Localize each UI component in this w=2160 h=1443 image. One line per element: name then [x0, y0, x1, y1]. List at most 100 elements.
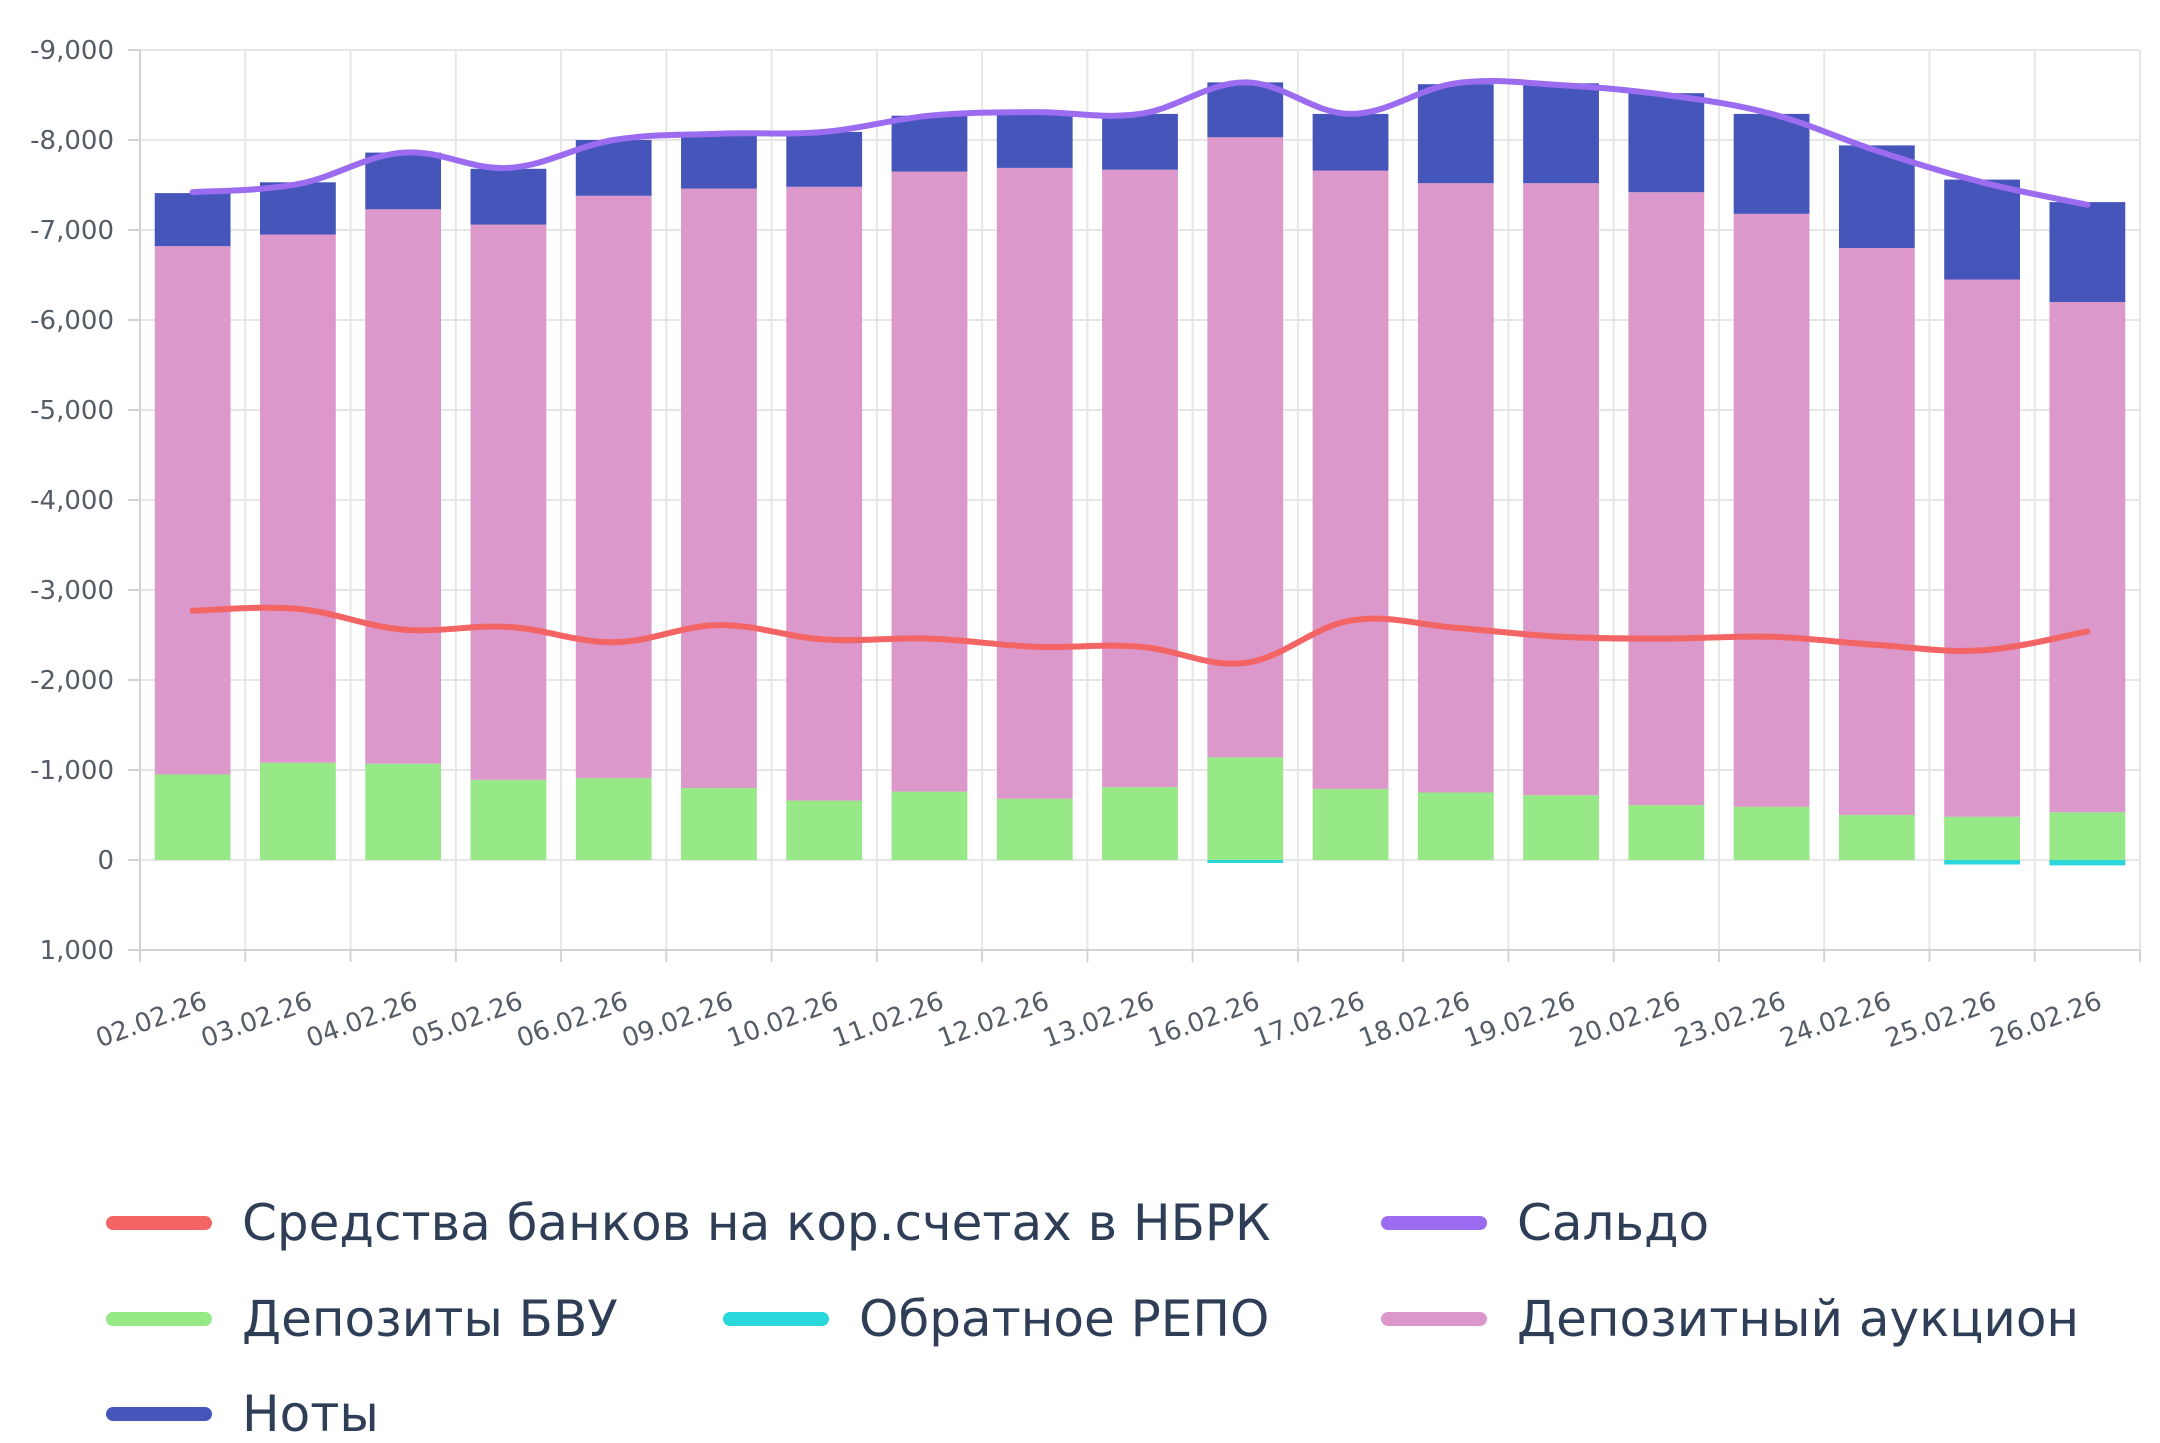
bar-notes[interactable]	[2049, 202, 2126, 302]
bar-auction[interactable]	[1102, 169, 1178, 788]
bar-deposits[interactable]	[1523, 795, 1599, 860]
legend-item-auction[interactable]: Депозитный аукцион	[1381, 1290, 2079, 1348]
x-tick-label: 24.02.26	[1776, 986, 1895, 1054]
legend-item-repo[interactable]: Обратное РЕПО	[723, 1290, 1269, 1348]
x-tick-label: 05.02.26	[408, 986, 527, 1054]
x-tick-label: 02.02.26	[92, 986, 211, 1054]
x-axis-ticks: 02.02.2603.02.2604.02.2605.02.2606.02.26…	[92, 950, 2141, 1054]
bar-auction[interactable]	[260, 234, 336, 763]
legend-swatch-reserves	[106, 1216, 212, 1230]
bar-notes[interactable]	[365, 152, 442, 210]
bar-auction[interactable]	[1523, 183, 1599, 796]
bar-deposits[interactable]	[1102, 787, 1178, 860]
bar-notes[interactable]	[1944, 179, 2020, 280]
bar-auction[interactable]	[996, 167, 1073, 799]
bar-notes[interactable]	[891, 115, 968, 172]
x-tick-label: 09.02.26	[618, 986, 737, 1054]
bar-deposits[interactable]	[1838, 815, 1915, 860]
bar-notes[interactable]	[1102, 113, 1178, 170]
bar-notes[interactable]	[260, 182, 336, 235]
bar-auction[interactable]	[575, 195, 652, 779]
bar-auction[interactable]	[786, 186, 863, 801]
bar-auction[interactable]	[470, 224, 547, 780]
bar-auction[interactable]	[154, 246, 231, 775]
legend-item-saldo[interactable]: Сальдо	[1381, 1194, 1709, 1252]
y-axis-ticks: -9,000 -8,000 -7,000 -6,000 -5,000 -4,000 -3,0…	[30, 36, 140, 966]
bar-deposits[interactable]	[154, 774, 231, 861]
bar-auction[interactable]	[1417, 183, 1494, 793]
x-tick-label: 04.02.26	[302, 986, 421, 1054]
bar-notes[interactable]	[470, 168, 547, 225]
bar-auction[interactable]	[2049, 302, 2126, 813]
bar-deposits[interactable]	[996, 798, 1073, 860]
bar-notes[interactable]	[154, 193, 231, 247]
bar-deposits[interactable]	[575, 778, 652, 860]
x-tick-label: 18.02.26	[1355, 986, 1474, 1054]
bar-auction[interactable]	[1944, 279, 2020, 817]
bar-repo[interactable]	[2049, 860, 2126, 866]
x-tick-label: 19.02.26	[1460, 986, 1579, 1054]
bar-auction[interactable]	[891, 171, 968, 792]
bar-notes[interactable]	[1207, 82, 1284, 138]
line-reserves[interactable]	[189, 604, 2091, 667]
series-lines	[189, 78, 2091, 667]
x-tick-label: 17.02.26	[1250, 986, 1369, 1054]
bar-notes[interactable]	[681, 133, 757, 189]
bar-auction[interactable]	[1312, 170, 1389, 789]
bar-deposits[interactable]	[1628, 805, 1705, 860]
bar-deposits[interactable]	[260, 762, 336, 860]
bar-auction[interactable]	[1733, 213, 1810, 807]
x-tick-label: 06.02.26	[513, 986, 632, 1054]
bar-auction[interactable]	[681, 188, 757, 789]
bar-notes[interactable]	[1733, 113, 1810, 214]
bar-repo[interactable]	[1207, 860, 1284, 863]
bar-deposits[interactable]	[1733, 806, 1810, 860]
bar-deposits[interactable]	[1207, 757, 1284, 860]
bar-repo[interactable]	[1944, 860, 2020, 865]
y-tick-label: 1,000	[40, 936, 114, 966]
bar-notes[interactable]	[1417, 84, 1494, 184]
y-tick-label: -1,000	[30, 756, 114, 786]
bar-auction[interactable]	[1628, 192, 1705, 806]
bar-notes[interactable]	[1838, 145, 1915, 248]
legend-item-deposits[interactable]: Депозиты БВУ	[106, 1290, 618, 1348]
bar-notes[interactable]	[996, 112, 1073, 168]
bar-deposits[interactable]	[786, 800, 863, 860]
legend-label-repo: Обратное РЕПО	[859, 1290, 1270, 1348]
bar-notes[interactable]	[1312, 113, 1389, 171]
y-tick-label: -4,000	[30, 486, 114, 516]
chart: -9,000 -8,000 -7,000 -6,000 -5,000 -4,000 -3,0…	[30, 36, 2141, 1054]
legend-swatch-repo	[723, 1312, 829, 1326]
y-tick-label: -5,000	[30, 396, 114, 426]
legend-label-reserves: Средства банков на кор.счетах в НБРК	[242, 1194, 1271, 1252]
legend-item-notes[interactable]: Ноты	[106, 1385, 379, 1443]
y-tick-label: -6,000	[30, 306, 114, 336]
bar-deposits[interactable]	[681, 788, 757, 860]
legend-item-reserves[interactable]: Средства банков на кор.счетах в НБРК	[106, 1194, 1271, 1252]
y-tick-label: -7,000	[30, 216, 114, 246]
legend-swatch-notes	[106, 1407, 212, 1421]
legend: Средства банков на кор.счетах в НБРК Сал…	[0, 1140, 2160, 1443]
bar-deposits[interactable]	[891, 791, 968, 860]
y-tick-label: 0	[97, 846, 114, 876]
bar-notes[interactable]	[1628, 93, 1705, 193]
bar-notes[interactable]	[1523, 83, 1599, 184]
legend-label-deposits: Депозиты БВУ	[242, 1290, 618, 1348]
x-tick-label: 11.02.26	[829, 986, 948, 1054]
y-tick-label: -9,000	[30, 36, 114, 66]
bar-notes[interactable]	[786, 131, 863, 187]
x-tick-label: 26.02.26	[1987, 986, 2106, 1054]
legend-swatch-auction	[1381, 1312, 1487, 1326]
x-tick-label: 13.02.26	[1039, 986, 1158, 1054]
bar-deposits[interactable]	[365, 763, 442, 860]
bar-deposits[interactable]	[470, 779, 547, 860]
bar-deposits[interactable]	[2049, 812, 2126, 860]
bar-auction[interactable]	[365, 209, 442, 764]
x-tick-label: 16.02.26	[1145, 986, 1264, 1054]
bar-auction[interactable]	[1838, 248, 1915, 815]
bar-deposits[interactable]	[1944, 816, 2020, 860]
bar-deposits[interactable]	[1312, 788, 1389, 860]
line-saldo[interactable]	[189, 78, 2091, 208]
legend-label-notes: Ноты	[242, 1385, 379, 1443]
bar-deposits[interactable]	[1417, 792, 1494, 861]
